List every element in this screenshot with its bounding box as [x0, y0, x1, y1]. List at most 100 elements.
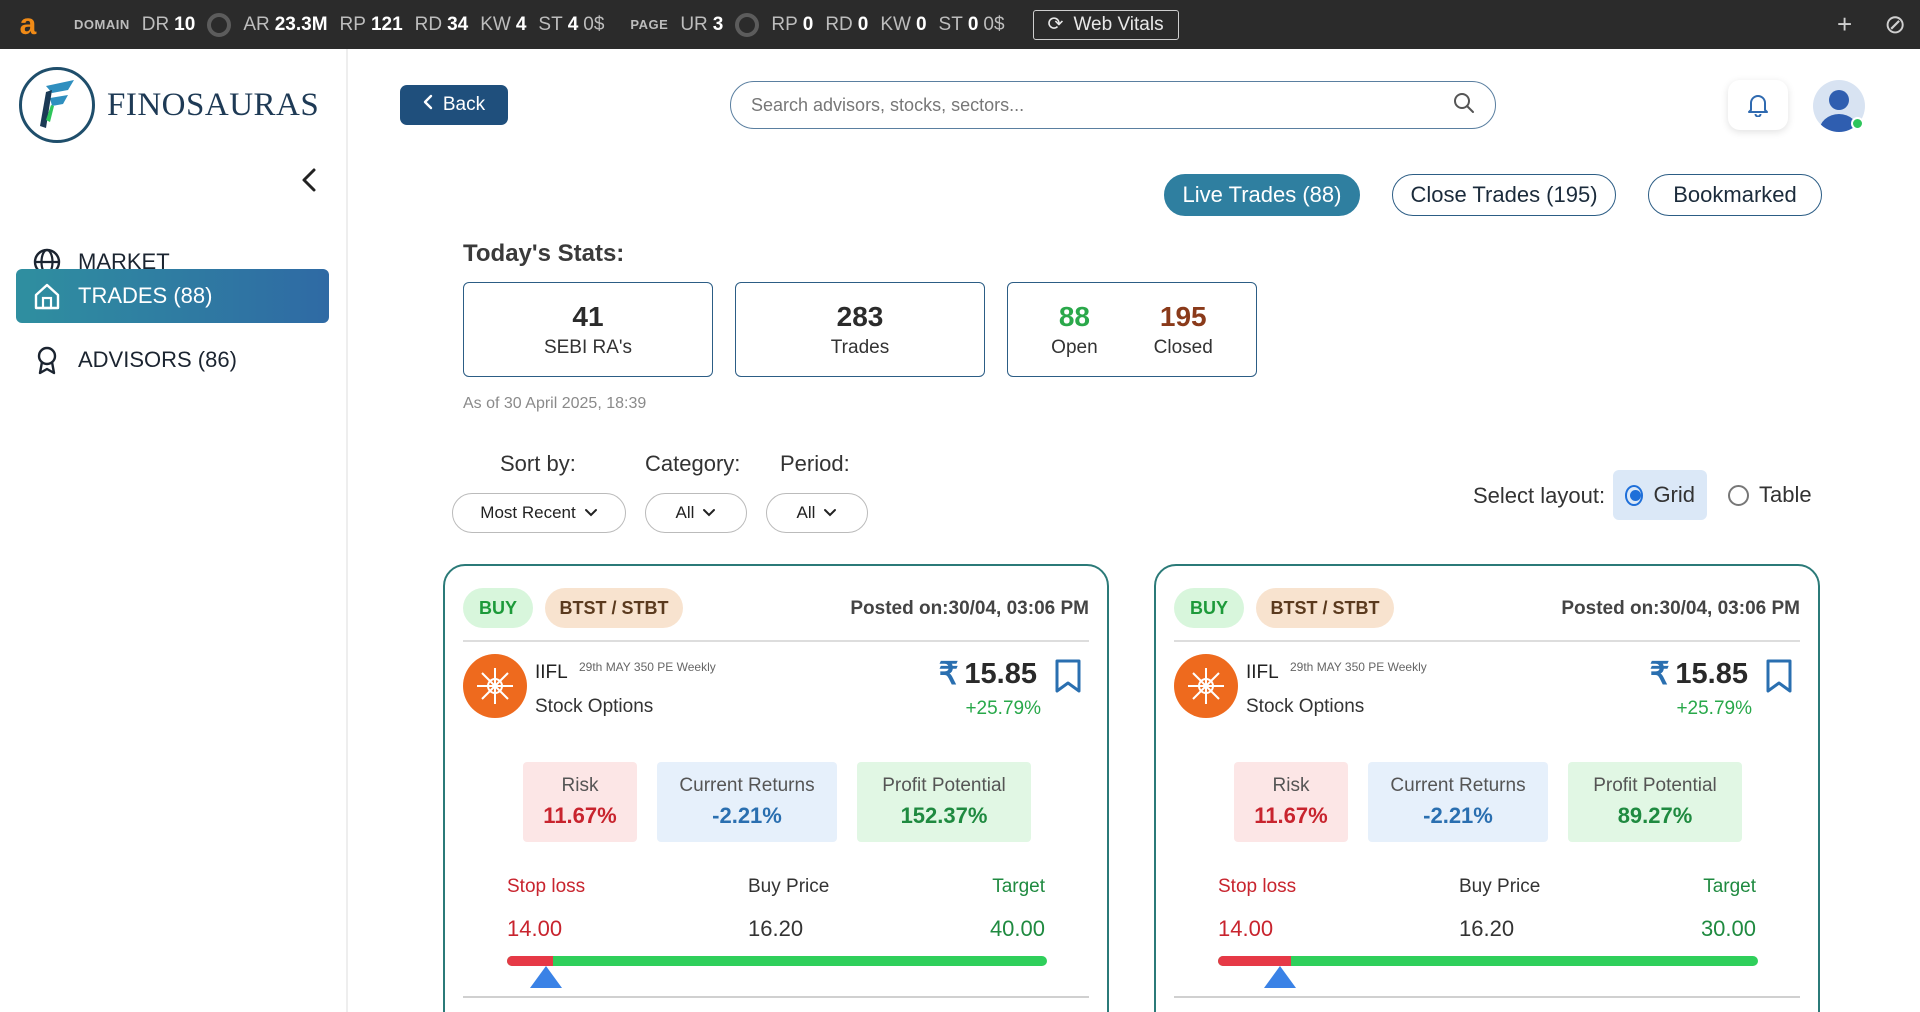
risk-value: 11.67% — [543, 803, 617, 828]
chevron-left-icon — [423, 94, 433, 116]
collapse-sidebar-chevron-left-icon[interactable] — [300, 167, 318, 201]
divider — [463, 996, 1089, 998]
page-st: ST 0 0$ — [938, 13, 1005, 35]
current-price: ₹ 15.85 — [1650, 656, 1748, 692]
layout-grid-label: Grid — [1653, 482, 1695, 507]
award-icon — [32, 345, 62, 375]
sort-label: Sort by: — [500, 451, 576, 476]
company-name: IIFL — [535, 662, 568, 683]
seo-actions: + ⊘ — [1837, 0, 1906, 49]
stat-trades-number: 283 — [836, 300, 884, 332]
divider — [463, 640, 1089, 642]
web-vitals-label: Web Vitals — [1073, 13, 1164, 35]
page-rd: RD 0 — [825, 13, 869, 35]
contract-details: 29th MAY 350 PE Weekly — [579, 660, 716, 674]
buy-price-value: 16.20 — [1459, 916, 1515, 941]
buy-price-label: Buy Price — [748, 876, 830, 897]
search-bar — [730, 81, 1496, 129]
stat-open-label: Open — [1051, 336, 1098, 358]
period-value: All — [796, 503, 816, 522]
domain-ar: AR 23.3M — [243, 13, 328, 35]
bookmark-icon[interactable] — [1053, 658, 1083, 694]
search-input[interactable] — [751, 94, 1453, 116]
tab-live-trades[interactable]: Live Trades (88) — [1164, 174, 1360, 216]
current-price-marker-icon — [529, 966, 562, 988]
sort-dropdown[interactable]: Most Recent — [452, 493, 626, 533]
trade-card[interactable]: BUY BTST / STBT Posted on:30/04, 03:06 P… — [443, 564, 1109, 1012]
sidebar-item-label: TRADES (88) — [78, 283, 213, 308]
divider — [1174, 640, 1800, 642]
potential-label: Profit Potential — [882, 775, 1006, 796]
trade-card[interactable]: BUY BTST / STBT Posted on:30/04, 03:06 P… — [1154, 564, 1820, 1012]
current-price-marker-icon — [1264, 966, 1297, 988]
target-value: 30.00 — [1700, 916, 1756, 941]
profit-potential-metric: Profit Potential 152.37% — [857, 762, 1031, 842]
layout-table-label: Table — [1759, 482, 1812, 507]
bookmark-icon[interactable] — [1764, 658, 1794, 694]
iifl-logo-icon — [463, 654, 527, 718]
instrument-type: Stock Options — [535, 696, 654, 717]
domain-label: DOMAIN — [74, 17, 130, 32]
sidebar-item-advisors[interactable]: ADVISORS (86) — [16, 333, 329, 387]
domain-dr: DR 10 — [141, 13, 196, 35]
risk-value: 11.67% — [1254, 803, 1328, 828]
target-label: Target — [992, 876, 1045, 897]
returns-value: -2.21% — [712, 803, 782, 828]
tab-bookmarked[interactable]: Bookmarked — [1648, 174, 1822, 216]
stat-closed-number: 195 — [1159, 300, 1207, 332]
web-vitals-button[interactable]: ⟳ Web Vitals — [1032, 9, 1179, 40]
returns-value: -2.21% — [1423, 803, 1493, 828]
finosauras-logo-icon — [19, 67, 95, 143]
instrument-type: Stock Options — [1246, 696, 1365, 717]
posted-time: Posted on:30/04, 03:06 PM — [1561, 598, 1800, 619]
category-value: All — [675, 503, 695, 522]
price-range-track — [1218, 956, 1758, 966]
brand[interactable]: FINOSAURAS — [19, 67, 319, 143]
avatar[interactable] — [1813, 80, 1865, 132]
seo-logo-icon[interactable]: a — [19, 7, 37, 41]
period-label: Period: — [780, 451, 850, 476]
sidebar-item-trades[interactable]: TRADES (88) — [16, 269, 329, 323]
price-change: +25.79% — [1676, 698, 1752, 719]
company-name: IIFL — [1246, 662, 1279, 683]
chevron-down-icon — [823, 503, 837, 523]
stop-loss-label: Stop loss — [507, 876, 586, 897]
target-value: 40.00 — [989, 916, 1045, 941]
stop-loss-value: 14.00 — [1218, 916, 1274, 941]
home-icon — [32, 281, 62, 311]
category-label: Category: — [645, 451, 741, 476]
posted-time: Posted on:30/04, 03:06 PM — [850, 598, 1089, 619]
chevron-down-icon — [584, 503, 598, 523]
back-button[interactable]: Back — [400, 85, 508, 125]
category-dropdown[interactable]: All — [645, 493, 747, 533]
page-ur: UR 3 — [680, 13, 724, 35]
dr-ring-icon — [207, 12, 232, 37]
domain-kw: KW 4 — [480, 13, 527, 35]
stop-loss-label: Stop loss — [1218, 876, 1297, 897]
plus-icon[interactable]: + — [1837, 9, 1853, 39]
rupee-icon: ₹ — [1649, 656, 1670, 691]
page-rp: RP 0 — [771, 13, 814, 35]
domain-st: ST 4 0$ — [538, 13, 605, 35]
price-value: 15.85 — [964, 657, 1037, 690]
risk-metric: Risk 11.67% — [523, 762, 637, 842]
contract-details: 29th MAY 350 PE Weekly — [1290, 660, 1427, 674]
buy-price-value: 16.20 — [748, 916, 804, 941]
block-icon[interactable]: ⊘ — [1884, 9, 1906, 39]
notifications-bell-icon[interactable] — [1728, 80, 1788, 130]
layout-grid-option[interactable]: Grid — [1613, 470, 1707, 520]
current-price: ₹ 15.85 — [939, 656, 1037, 692]
tab-close-trades[interactable]: Close Trades (195) — [1392, 174, 1616, 216]
price-value: 15.85 — [1675, 657, 1748, 690]
buy-price-label: Buy Price — [1459, 876, 1541, 897]
radio-unselected-icon — [1728, 484, 1749, 506]
category-badge: BTST / STBT — [1256, 588, 1394, 628]
price-change: +25.79% — [965, 698, 1041, 719]
page-label: PAGE — [630, 17, 669, 32]
potential-label: Profit Potential — [1593, 775, 1717, 796]
search-icon[interactable] — [1453, 92, 1475, 119]
returns-label: Current Returns — [679, 775, 815, 796]
seo-domain-group: DOMAIN DR 10 AR 23.3M RP 121 RD 34 KW 4 ST 4 0$ — [74, 12, 605, 37]
layout-table-option[interactable]: Table — [1716, 470, 1836, 520]
period-dropdown[interactable]: All — [766, 493, 868, 533]
